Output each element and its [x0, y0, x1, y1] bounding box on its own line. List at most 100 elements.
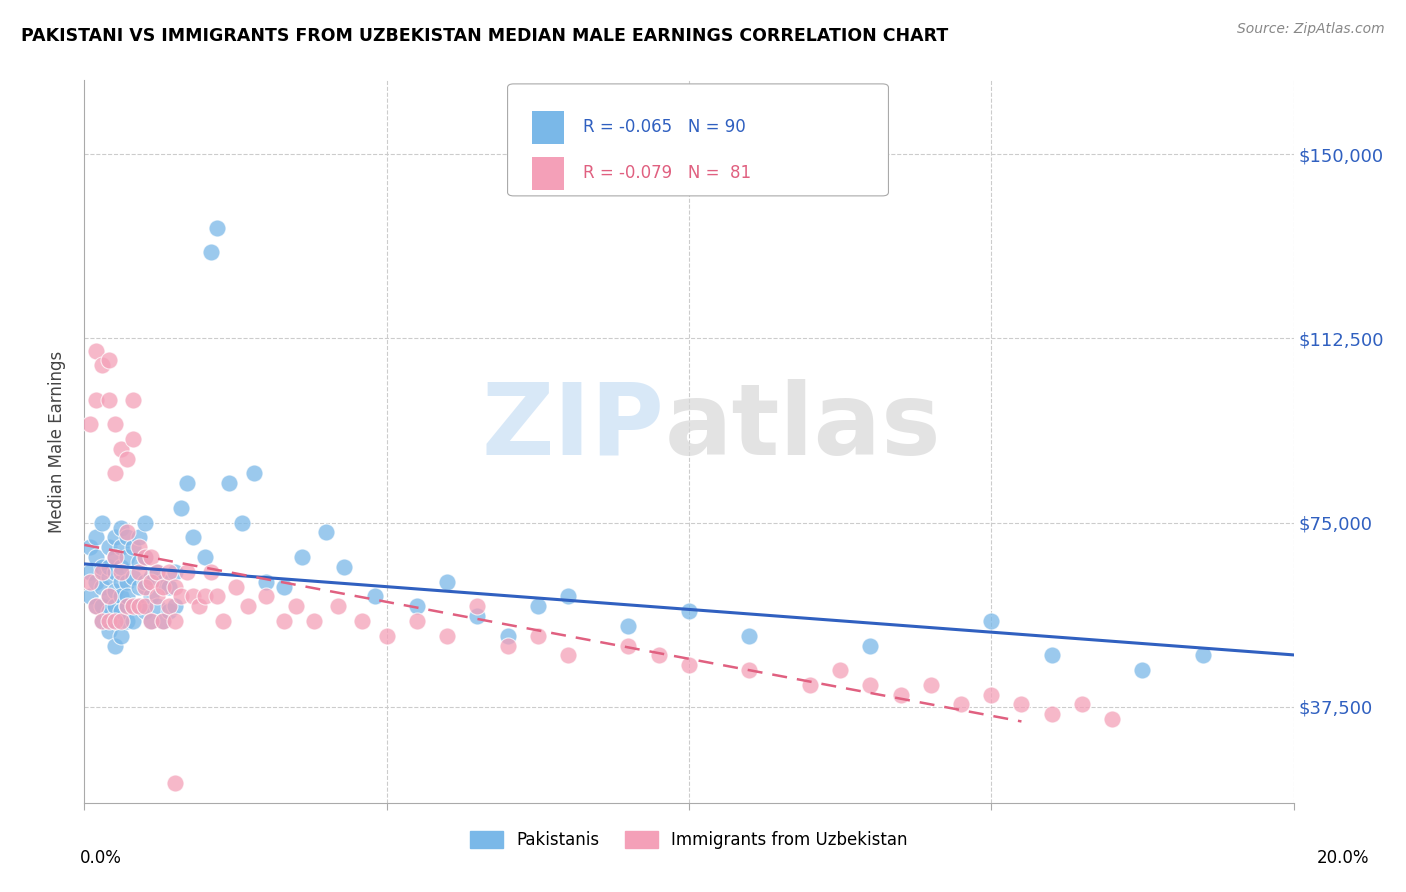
Point: [104, 467, 127, 481]
Point: [121, 540, 143, 554]
Text: atlas: atlas: [665, 378, 942, 475]
Point: [128, 580, 150, 594]
Point: [115, 599, 138, 614]
Point: [980, 614, 1002, 628]
Point: [436, 574, 458, 589]
Point: [157, 565, 180, 579]
Point: [110, 540, 132, 554]
Point: [467, 609, 489, 624]
Point: [97, 590, 120, 604]
Point: [134, 580, 156, 594]
Point: [128, 540, 150, 554]
Point: [165, 614, 187, 628]
Point: [128, 530, 150, 544]
Point: [212, 614, 235, 628]
Point: [91, 359, 114, 373]
Point: [157, 604, 180, 618]
Point: [146, 565, 169, 579]
Point: [79, 590, 101, 604]
Point: [254, 574, 277, 589]
Point: [110, 604, 132, 618]
Point: [273, 580, 295, 594]
Point: [165, 599, 187, 614]
Point: [315, 525, 337, 540]
Point: [152, 614, 174, 628]
Text: R = -0.065   N = 90: R = -0.065 N = 90: [582, 119, 745, 136]
Point: [104, 549, 127, 564]
Point: [242, 467, 264, 481]
Point: [115, 549, 138, 564]
Point: [1130, 663, 1153, 677]
Point: [91, 560, 114, 574]
Point: [157, 580, 180, 594]
Point: [557, 590, 579, 604]
Point: [134, 549, 156, 564]
Point: [97, 624, 120, 638]
Point: [302, 614, 325, 628]
Point: [128, 599, 150, 614]
Point: [134, 574, 156, 589]
Point: [291, 549, 314, 564]
Point: [1040, 707, 1063, 722]
Point: [139, 614, 162, 628]
Point: [104, 614, 127, 628]
Text: Source: ZipAtlas.com: Source: ZipAtlas.com: [1237, 22, 1385, 37]
Point: [104, 584, 127, 599]
Point: [110, 590, 132, 604]
Point: [152, 614, 174, 628]
Point: [496, 639, 519, 653]
Point: [920, 678, 942, 692]
Point: [165, 565, 187, 579]
Point: [79, 565, 101, 579]
Point: [97, 560, 120, 574]
Point: [97, 590, 120, 604]
Point: [97, 392, 120, 407]
Point: [181, 530, 204, 544]
Point: [678, 604, 700, 618]
Point: [139, 590, 162, 604]
Point: [115, 451, 138, 466]
Point: [91, 599, 114, 614]
Point: [176, 565, 198, 579]
Point: [110, 629, 132, 643]
Point: [436, 629, 458, 643]
Point: [236, 599, 259, 614]
Point: [115, 525, 138, 540]
Point: [110, 560, 132, 574]
Point: [79, 574, 101, 589]
Point: [859, 678, 882, 692]
Point: [333, 560, 356, 574]
Point: [799, 678, 821, 692]
Point: [527, 629, 550, 643]
Point: [134, 599, 156, 614]
Point: [207, 220, 229, 235]
Point: [157, 599, 180, 614]
Point: [830, 663, 852, 677]
Point: [980, 688, 1002, 702]
Point: [890, 688, 912, 702]
Point: [115, 614, 138, 628]
Point: [1192, 648, 1215, 663]
Point: [104, 565, 127, 579]
FancyBboxPatch shape: [508, 84, 889, 196]
Point: [165, 580, 187, 594]
Point: [86, 343, 108, 358]
Point: [121, 392, 143, 407]
Point: [91, 516, 114, 530]
Point: [285, 599, 308, 614]
Text: R = -0.079   N =  81: R = -0.079 N = 81: [582, 164, 751, 182]
Point: [617, 619, 640, 633]
Point: [194, 590, 217, 604]
Point: [134, 516, 156, 530]
Point: [146, 599, 169, 614]
Point: [97, 540, 120, 554]
Point: [146, 590, 169, 604]
Point: [115, 530, 138, 544]
FancyBboxPatch shape: [531, 112, 564, 144]
Point: [406, 599, 429, 614]
Point: [104, 530, 127, 544]
Point: [406, 614, 429, 628]
Point: [86, 599, 108, 614]
Point: [86, 549, 108, 564]
Point: [188, 599, 211, 614]
